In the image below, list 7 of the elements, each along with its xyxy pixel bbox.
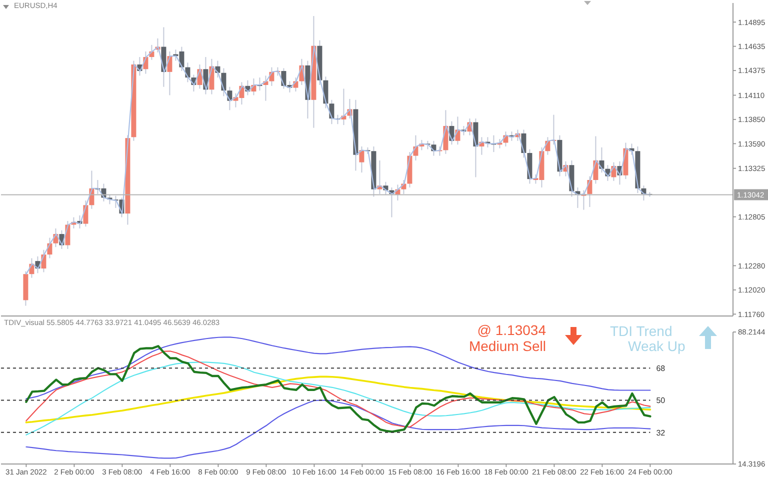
ref-line-label: 32: [656, 428, 666, 438]
ref-line-label: 50: [656, 396, 666, 406]
annotation: Weak Up: [628, 338, 686, 354]
annotation: @ 1.13034: [477, 322, 546, 338]
annotation: Medium Sell: [468, 338, 546, 354]
ref-line-label: 68: [656, 364, 666, 373]
annotation: TDI Trend: [610, 323, 672, 340]
